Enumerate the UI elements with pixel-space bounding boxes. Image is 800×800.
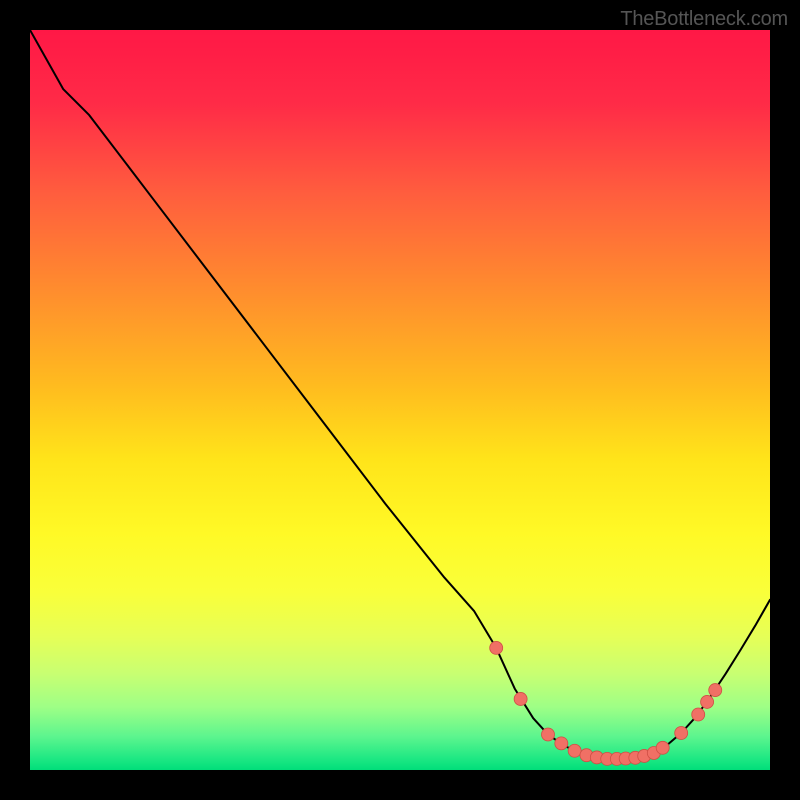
chart-gradient-bg xyxy=(30,30,770,770)
marker-point xyxy=(568,744,581,757)
marker-point xyxy=(514,692,527,705)
marker-point xyxy=(692,708,705,721)
marker-point xyxy=(555,737,568,750)
watermark-text: TheBottleneck.com xyxy=(620,8,788,31)
marker-point xyxy=(675,727,688,740)
page-root: TheBottleneck.com xyxy=(0,0,800,800)
marker-point xyxy=(701,695,714,708)
marker-point xyxy=(490,641,503,654)
marker-point xyxy=(656,741,669,754)
bottleneck-chart xyxy=(30,30,770,770)
marker-point xyxy=(542,728,555,741)
marker-point xyxy=(709,684,722,697)
chart-container xyxy=(30,30,770,770)
